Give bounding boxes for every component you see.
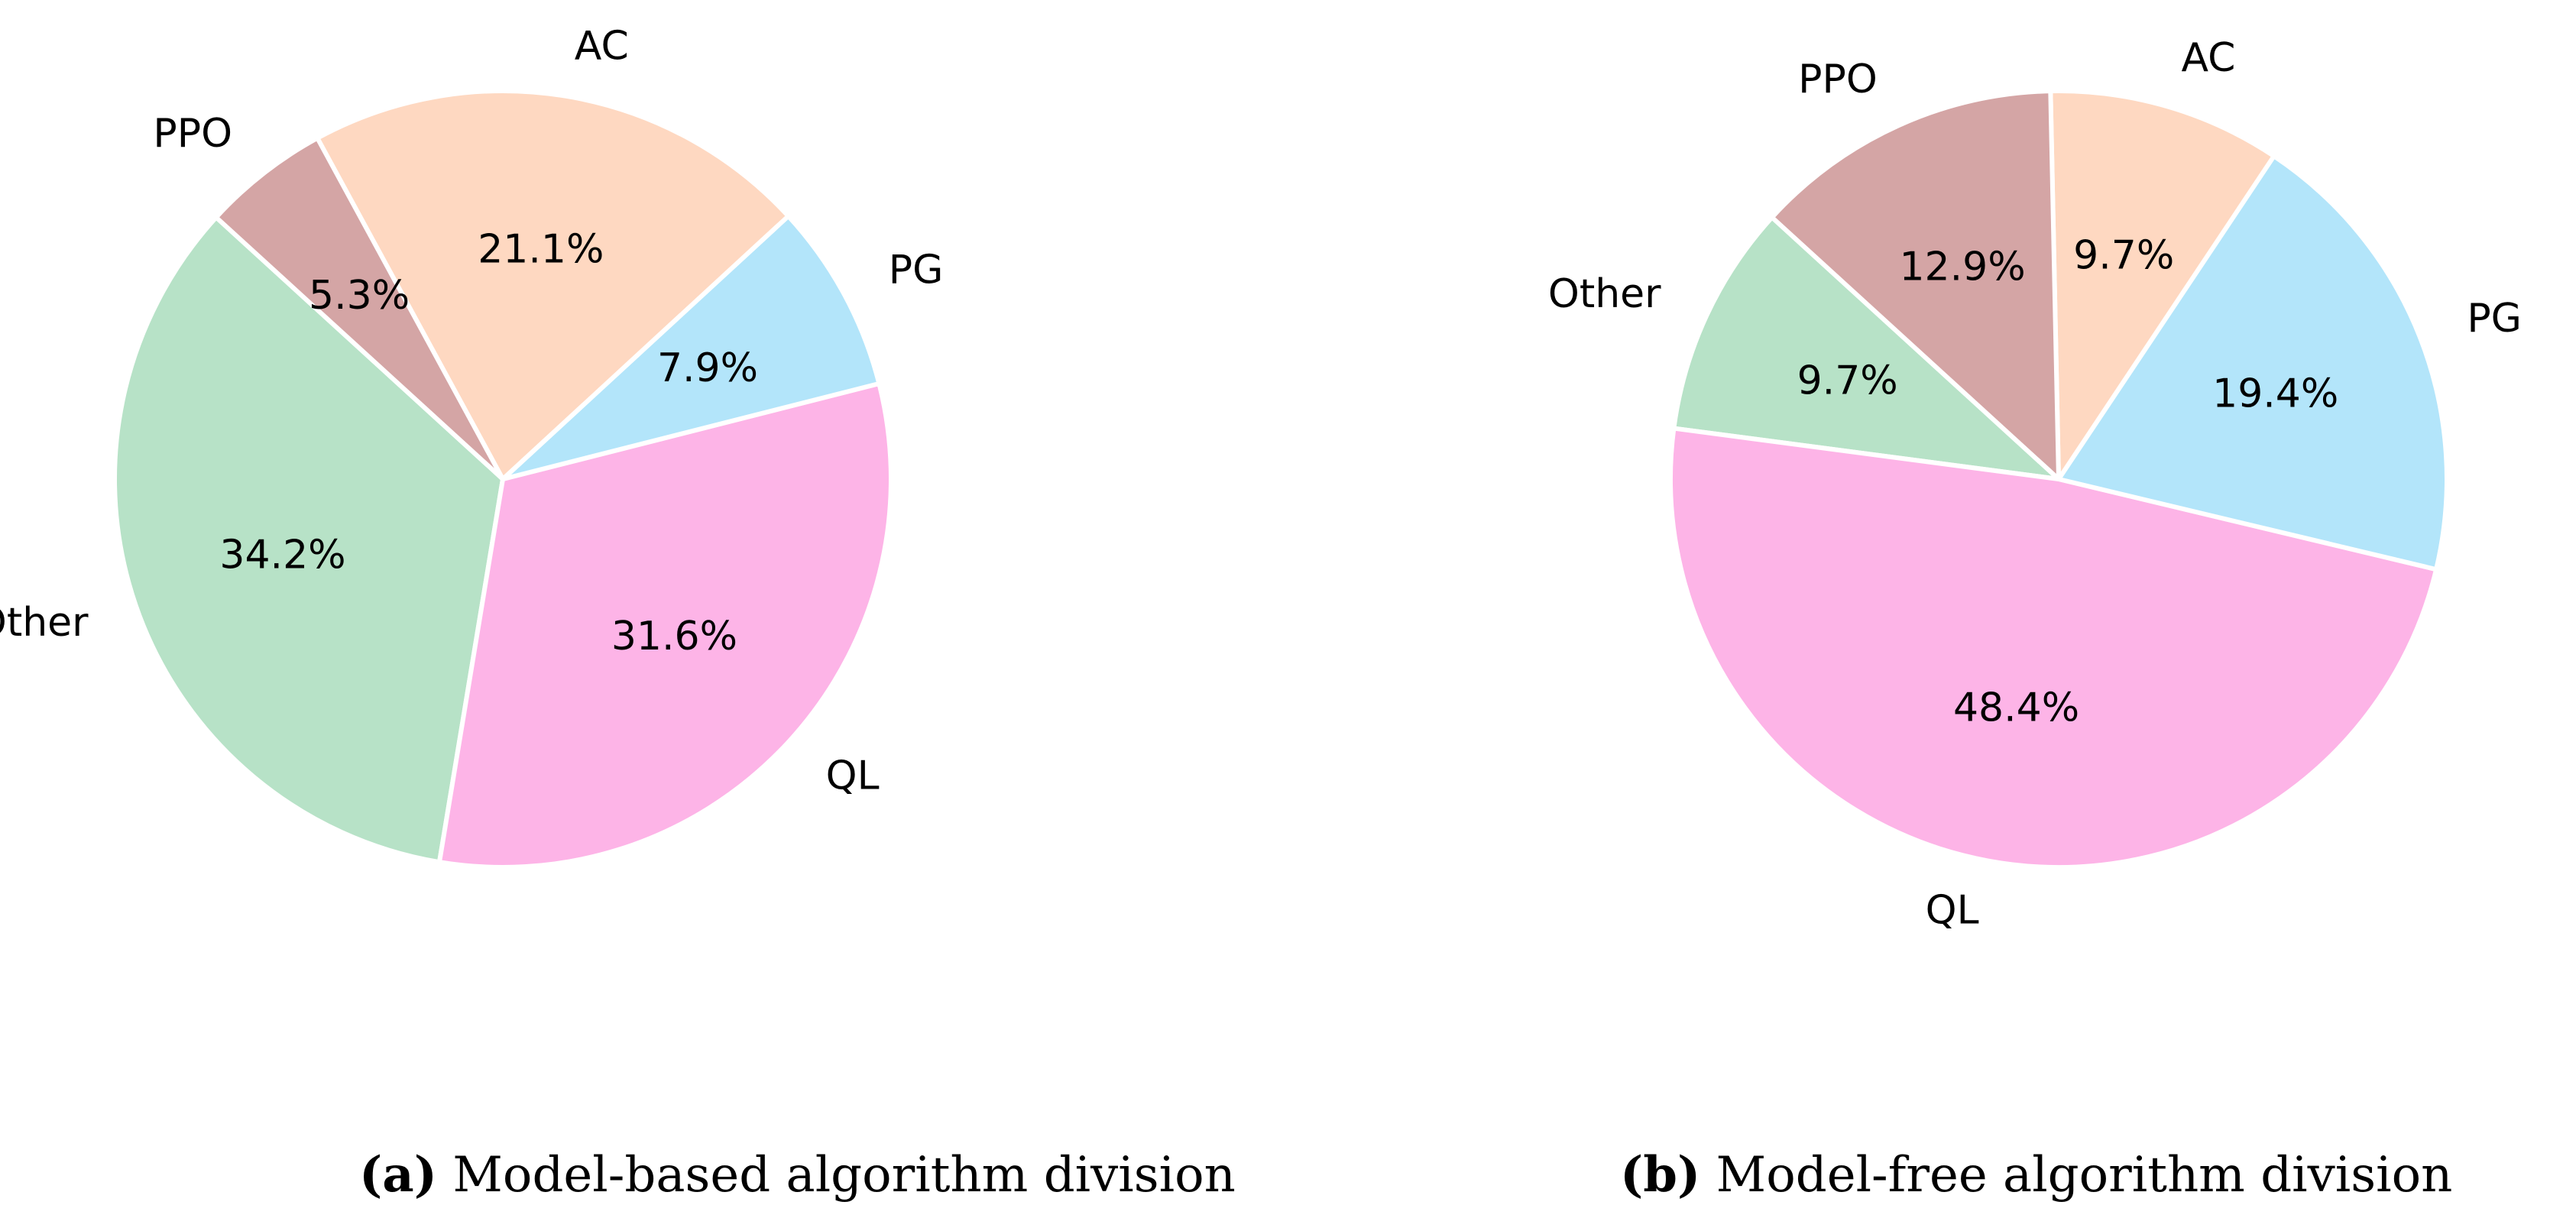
caption-model-based: (a) Model-based algorithm division — [359, 1146, 1236, 1203]
slice-label-ac: AC — [575, 24, 629, 70]
slice-label-other: Other — [0, 600, 89, 646]
caption-model-free: (b) Model-free algorithm division — [1620, 1146, 2452, 1203]
slice-label-ppo: PPO — [153, 111, 232, 157]
pie-slice-ppo — [213, 135, 505, 481]
slice-label-ql: QL — [1926, 887, 1979, 933]
caption-letter: (b) — [1620, 1146, 1701, 1203]
percent-label-ppo: 12.9% — [1899, 244, 2025, 290]
slice-label-other: Other — [1548, 271, 1661, 317]
pie-slice-other — [1671, 215, 2061, 481]
caption-text: Model-based algorithm division — [452, 1147, 1236, 1203]
percent-label-other: 9.7% — [1797, 358, 1898, 403]
percent-label-ac: 9.7% — [2073, 232, 2174, 278]
pie-slice-ql — [1668, 426, 2439, 870]
slice-label-ac: AC — [2182, 35, 2236, 81]
percent-label-pg: 19.4% — [2212, 371, 2338, 417]
percent-label-ql: 48.4% — [1953, 685, 2079, 731]
pie-slice-other — [112, 215, 505, 865]
pie-slice-ac — [2048, 89, 2276, 481]
pie-chart-model-free: Other 9.7% QL 48.4% PG 19.4% AC 9.7% PPO 12.9% — [1548, 35, 2522, 934]
pie-chart-model-based: Other 34.2% QL 31.6% PG 7.9% AC 21.1% PPO 5.3% — [0, 24, 944, 870]
pie-slice-pg — [501, 213, 882, 481]
pie-slice-ql — [437, 381, 893, 870]
percent-label-ql: 31.6% — [611, 614, 737, 659]
percent-label-ac: 21.1% — [478, 226, 604, 272]
slice-label-pg: PG — [2467, 296, 2522, 342]
percent-label-pg: 7.9% — [657, 345, 758, 391]
pie-slice-ppo — [1769, 89, 2061, 481]
caption-letter: (a) — [359, 1146, 438, 1203]
pie-slice-pg — [2056, 154, 2449, 572]
pie-slice-ac — [315, 89, 791, 481]
caption-text: Model-free algorithm division — [1716, 1147, 2453, 1203]
slice-label-ql: QL — [826, 753, 880, 799]
slice-label-pg: PG — [889, 248, 944, 293]
percent-label-ppo: 5.3% — [309, 273, 410, 319]
slice-label-ppo: PPO — [1798, 57, 1878, 102]
percent-label-other: 34.2% — [219, 533, 345, 578]
